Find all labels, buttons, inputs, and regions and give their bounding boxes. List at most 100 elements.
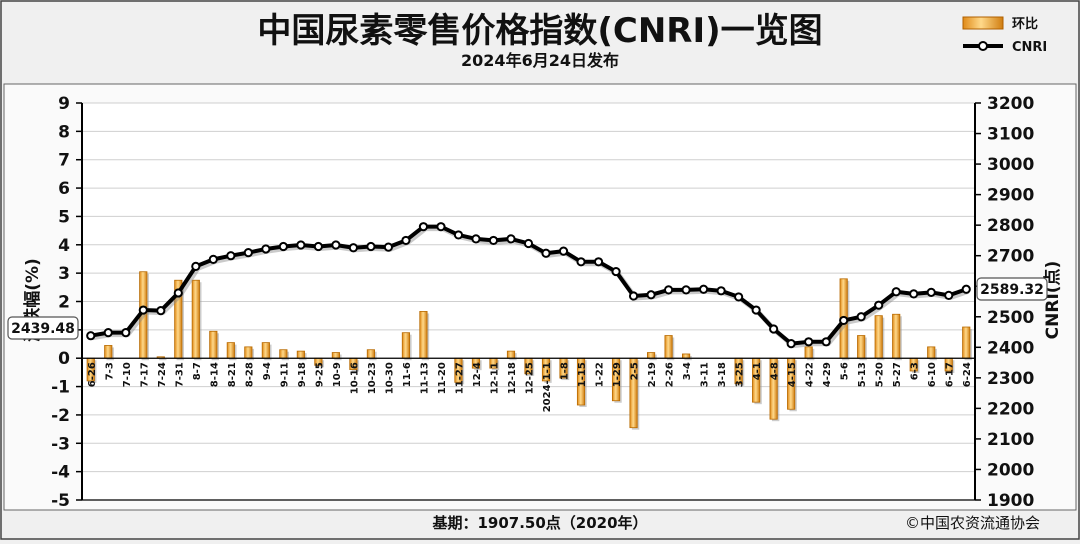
cnri-point [156,306,166,316]
x-tick-label: 6-17 [945,362,956,387]
footer-base-period: 基期：1907.50点（2020年） [431,514,647,532]
left-tick-label: -1 [51,378,70,398]
bar [279,349,288,359]
x-tick-label: 8-7 [192,362,203,380]
cnri-point [681,285,691,295]
x-tick-label: 12-11 [489,362,500,394]
cnri-point [191,261,201,271]
x-tick-layer: 6-26 7-3 7-10 7-17 7-24 7-31 8-7 8-14 8-21 8-28 9-… [87,362,973,412]
left-tick-label: 6 [58,179,70,199]
cnri-point [646,290,656,300]
cnri-point [86,331,96,341]
cnri-point [436,222,446,232]
left-tick-label: 4 [58,236,70,256]
bar [209,330,218,359]
x-tick-label: 7-17 [139,362,150,387]
x-tick-label: 1-29 [612,362,623,387]
bar [191,279,200,359]
x-tick-label: 11-27 [454,362,465,394]
cnri-point [821,337,831,347]
x-tick-label: 5-27 [892,362,903,387]
x-tick-label: 10-9 [332,362,343,387]
right-tick-label: 2500 [987,308,1034,328]
cnri-point [453,230,464,240]
first-value-callout: 2439.48 [7,316,79,340]
x-tick-label: 7-3 [104,362,115,380]
cnri-point [208,254,218,264]
x-tick-label: 2-5 [630,362,641,380]
bar [296,350,305,359]
x-tick-label: 4-8 [770,362,781,380]
bar [331,352,340,359]
left-tick-label: -5 [51,491,70,511]
left-tick-label: 8 [58,122,70,142]
cnri-point [226,251,236,261]
cnri-point [593,257,604,267]
axis-layer: 9876543210-1-2-3-4-532003100300029002800… [51,94,1034,511]
left-tick-label: 9 [58,94,70,114]
left-tick-label: -3 [51,434,70,454]
right-tick-label: 2300 [987,369,1034,389]
cnri-point [296,240,306,250]
cnri-point [383,242,394,252]
left-tick-label: 2 [58,293,70,313]
bar [226,342,235,359]
cnri-point [856,312,866,322]
left-tick-label: 0 [58,349,70,369]
cnri-point [243,248,253,258]
bar [927,346,936,359]
x-tick-label: 5-20 [875,362,886,387]
right-tick-label: 2800 [987,216,1034,236]
cnri-point [541,248,551,258]
cnri-point [366,241,376,252]
x-tick-label: 11-13 [419,362,430,394]
left-tick-label: 7 [58,151,70,171]
left-tick-label: -2 [51,406,70,426]
x-tick-label: 8-14 [209,362,220,387]
cnri-point [909,289,919,299]
cnri-point [751,305,761,315]
last-value-box [976,277,1048,301]
cnri-point [716,286,726,296]
x-tick-label: 12-4 [472,362,483,387]
cnri-point [698,284,709,294]
x-tick-label: 6-3 [910,362,921,380]
x-tick-label: 3-25 [735,362,746,387]
cnri-point [628,291,639,301]
right-tick-label: 2400 [987,338,1034,358]
cnri-point [786,339,796,349]
cnri-point [839,315,849,326]
bar [962,326,971,359]
x-tick-label: 8-28 [244,362,255,387]
cnri-point [401,235,411,246]
x-tick-label: 5-13 [857,362,868,387]
x-tick-label: 12-25 [525,362,536,394]
chart-title: 中国尿素零售价格指数(CNRI)一览图 [257,11,822,51]
cnri-point [769,324,779,334]
grid-layer [82,102,975,501]
last-value-callout: 2589.32 [976,277,1048,301]
x-tick-label: 7-24 [157,362,168,387]
legend-line-marker [978,41,988,51]
bar [646,352,656,359]
cnri-point [961,284,971,294]
x-tick-label: 6-10 [927,362,938,387]
cnri-point [138,305,148,315]
right-tick-label: 3100 [987,125,1034,145]
x-tick-label: 1-22 [595,362,606,387]
x-tick-label: 1-8 [560,362,571,380]
bar [506,350,516,359]
x-tick-label: 6-26 [87,362,98,387]
cnri-point [558,246,569,256]
cnri-point [488,235,499,246]
cnri-point [261,244,271,254]
right-tick-label: 2000 [987,460,1034,480]
bar [874,315,883,359]
first-value-label: 2439.48 [11,321,75,337]
bar [104,345,113,359]
left-tick-label: 3 [58,264,70,284]
x-tick-label: 9-25 [314,362,325,387]
x-tick-label: 6-24 [962,362,973,387]
